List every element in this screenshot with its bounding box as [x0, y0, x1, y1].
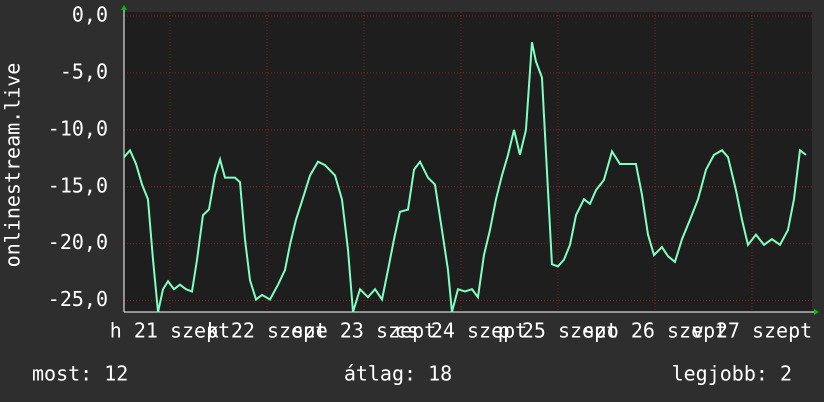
- x-tick-label: p 25 szept: [498, 319, 618, 343]
- y-tick-label: -5,0: [60, 59, 108, 83]
- y-tick-label: -15,0: [48, 173, 108, 197]
- y-tick-label: 0,0: [72, 2, 108, 26]
- axis-arrow: [121, 5, 127, 10]
- legend-average: átlag: 18: [344, 362, 452, 386]
- y-axis-label: onlinestream.live: [1, 63, 25, 268]
- y-tick-label: -25,0: [48, 287, 108, 311]
- y-tick-label: -10,0: [48, 116, 108, 140]
- x-tick-label: cs 24 szept: [395, 319, 527, 343]
- axis-arrow: [814, 309, 819, 315]
- data-line: [123, 41, 807, 313]
- x-tick-label: szo 26 szept: [583, 319, 728, 343]
- x-tick-label: v 27 szept: [692, 319, 812, 343]
- x-tick-label: h 21 szept: [110, 319, 230, 343]
- legend-best: legjobb: 2: [672, 362, 792, 386]
- x-tick-label: k 22 szept: [207, 319, 327, 343]
- x-tick-label: sze 23 szept: [292, 319, 437, 343]
- legend-current: most: 12: [32, 362, 128, 386]
- plot-area: [124, 12, 812, 312]
- y-tick-label: -20,0: [48, 230, 108, 254]
